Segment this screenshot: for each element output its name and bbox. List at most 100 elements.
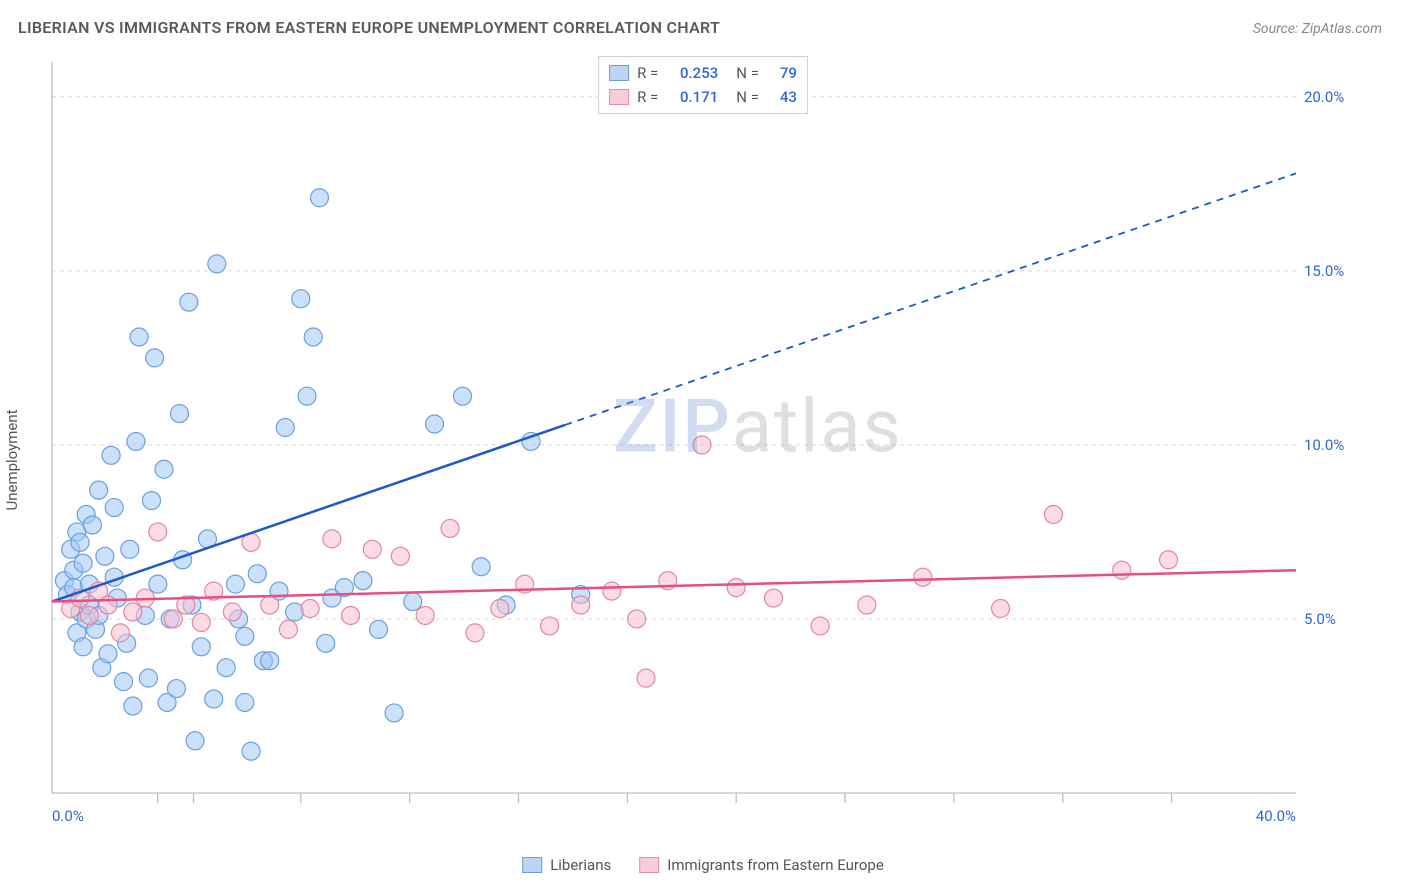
- data-point: [236, 693, 254, 711]
- data-point: [115, 673, 133, 691]
- data-point: [155, 460, 173, 478]
- data-point: [149, 575, 167, 593]
- data-point: [416, 606, 434, 624]
- stat-label: N =: [736, 61, 759, 85]
- stat-n-value: 79: [767, 61, 797, 85]
- data-point: [317, 634, 335, 652]
- data-point: [310, 189, 328, 207]
- data-point: [1044, 506, 1062, 524]
- trend-line: [52, 425, 565, 602]
- data-point: [426, 415, 444, 433]
- data-point: [304, 328, 322, 346]
- data-point: [292, 290, 310, 308]
- data-point: [301, 600, 319, 618]
- data-point: [105, 499, 123, 517]
- data-point: [186, 732, 204, 750]
- y-axis-label: Unemployment: [3, 409, 21, 510]
- data-point: [83, 516, 101, 534]
- stat-n-value: 43: [767, 85, 797, 109]
- data-point: [180, 293, 198, 311]
- data-point: [391, 547, 409, 565]
- data-point: [279, 620, 297, 638]
- data-point: [261, 596, 279, 614]
- data-point: [99, 596, 117, 614]
- data-point: [146, 349, 164, 367]
- legend-swatch: [609, 89, 629, 105]
- data-point: [167, 680, 185, 698]
- data-point: [1159, 551, 1177, 569]
- series-legend: Liberians Immigrants from Eastern Europe: [522, 856, 884, 874]
- y-tick-label: 20.0%: [1304, 88, 1344, 106]
- data-point: [572, 596, 590, 614]
- stat-label: N =: [736, 85, 759, 109]
- data-point: [385, 704, 403, 722]
- data-point: [441, 519, 459, 537]
- data-point: [541, 617, 559, 635]
- data-point: [286, 603, 304, 621]
- data-point: [71, 533, 89, 551]
- data-point: [765, 589, 783, 607]
- data-point: [223, 603, 241, 621]
- data-point: [693, 436, 711, 454]
- data-point: [454, 387, 472, 405]
- data-point: [130, 328, 148, 346]
- data-point: [628, 610, 646, 628]
- stat-r-value: 0.171: [666, 85, 718, 109]
- data-point: [354, 572, 372, 590]
- data-point: [226, 575, 244, 593]
- data-point: [914, 568, 932, 586]
- data-point: [1113, 561, 1131, 579]
- data-point: [192, 613, 210, 631]
- trend-line-extrapolated: [565, 173, 1296, 425]
- data-point: [363, 540, 381, 558]
- data-point: [74, 554, 92, 572]
- y-tick-label: 5.0%: [1304, 610, 1336, 628]
- data-point: [236, 627, 254, 645]
- x-tick-label: 40.0%: [1256, 807, 1296, 825]
- legend-swatch: [639, 857, 659, 873]
- data-point: [404, 593, 422, 611]
- stats-row: R = 0.171 N = 43: [609, 85, 797, 109]
- stat-label: R =: [637, 85, 658, 109]
- stats-legend: R = 0.253 N = 79 R = 0.171 N = 43: [598, 56, 808, 114]
- data-point: [248, 565, 266, 583]
- data-point: [80, 606, 98, 624]
- stat-label: R =: [637, 61, 658, 85]
- data-point: [192, 638, 210, 656]
- data-point: [74, 638, 92, 656]
- legend-swatch: [609, 65, 629, 81]
- legend-swatch: [522, 857, 542, 873]
- data-point: [96, 547, 114, 565]
- data-point: [121, 540, 139, 558]
- data-point: [992, 600, 1010, 618]
- data-point: [149, 523, 167, 541]
- chart-area: Unemployment 5.0%10.0%15.0%20.0%0.0%40.0…: [18, 48, 1388, 872]
- data-point: [811, 617, 829, 635]
- x-tick-label: 0.0%: [52, 807, 84, 825]
- data-point: [127, 432, 145, 450]
- data-point: [298, 387, 316, 405]
- y-tick-label: 10.0%: [1304, 436, 1344, 454]
- data-point: [858, 596, 876, 614]
- data-point: [603, 582, 621, 600]
- data-point: [261, 652, 279, 670]
- data-point: [143, 492, 161, 510]
- scatter-chart: 5.0% 10.0% 15.0% 20.0% 0.0% 40.0%: [18, 48, 1348, 838]
- chart-title: LIBERIAN VS IMMIGRANTS FROM EASTERN EURO…: [18, 18, 720, 37]
- y-tick-label: 15.0%: [1304, 262, 1344, 280]
- stat-r-value: 0.253: [666, 61, 718, 85]
- data-point: [171, 405, 189, 423]
- legend-label: Liberians: [550, 856, 611, 874]
- source-attribution: Source: ZipAtlas.com: [1253, 21, 1382, 37]
- data-point: [124, 603, 142, 621]
- data-point: [466, 624, 484, 642]
- data-point: [205, 690, 223, 708]
- legend-label: Immigrants from Eastern Europe: [667, 856, 884, 874]
- data-point: [102, 446, 120, 464]
- stats-row: R = 0.253 N = 79: [609, 61, 797, 85]
- data-point: [637, 669, 655, 687]
- data-point: [139, 669, 157, 687]
- data-point: [90, 481, 108, 499]
- data-point: [124, 697, 142, 715]
- data-point: [276, 419, 294, 437]
